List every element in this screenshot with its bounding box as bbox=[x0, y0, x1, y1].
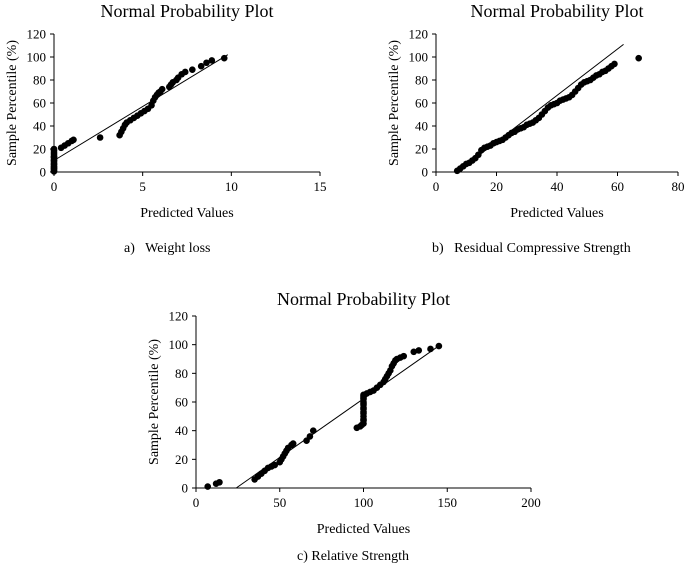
data-point bbox=[289, 440, 297, 447]
data-point bbox=[271, 461, 279, 469]
data-point bbox=[197, 62, 205, 70]
y-tick-label: 80 bbox=[415, 73, 428, 88]
y-tick-label: 100 bbox=[27, 50, 47, 65]
x-tick-label: 60 bbox=[611, 179, 624, 194]
y-tick-label: 60 bbox=[33, 96, 46, 111]
data-point bbox=[216, 478, 223, 486]
data-point bbox=[158, 85, 166, 93]
data-point bbox=[204, 483, 212, 490]
x-tick-label: 0 bbox=[51, 179, 58, 194]
x-tick-label: 40 bbox=[551, 179, 564, 194]
y-tick-label: 0 bbox=[422, 165, 429, 180]
data-point bbox=[50, 153, 58, 161]
chart-c: Normal Probability Plot 0 20 40 60 80 100 120 0 5… bbox=[147, 289, 541, 564]
data-point bbox=[400, 352, 408, 360]
data-point bbox=[306, 433, 314, 440]
data-point bbox=[635, 54, 642, 62]
y-tick-label: 120 bbox=[169, 309, 189, 324]
data-point bbox=[435, 342, 443, 350]
data-point bbox=[181, 68, 189, 76]
y-tick-label: 60 bbox=[175, 395, 188, 410]
data-point bbox=[611, 60, 618, 68]
y-axis-label: Sample Percentile (%) bbox=[5, 40, 20, 166]
y-tick-label: 0 bbox=[182, 481, 189, 496]
y-tick-label: 40 bbox=[415, 119, 428, 134]
chart-title: Normal Probability Plot bbox=[101, 1, 274, 21]
y-tick-label: 80 bbox=[33, 73, 46, 88]
figure-caption: a) Weight loss bbox=[124, 241, 211, 256]
y-tick-label: 20 bbox=[33, 142, 46, 157]
y-tick-label: 120 bbox=[27, 27, 47, 42]
x-axis-label: Predicted Values bbox=[140, 206, 233, 221]
x-tick-label: 50 bbox=[273, 495, 286, 510]
chart-b: Normal Probability Plot 0 20 40 60 80 100 120 0 2… bbox=[387, 1, 685, 256]
y-tick-label: 100 bbox=[409, 50, 429, 65]
x-tick-label: 100 bbox=[354, 495, 374, 510]
y-tick-label: 40 bbox=[175, 423, 188, 438]
data-point bbox=[203, 59, 210, 67]
y-axis-label: Sample Percentile (%) bbox=[147, 339, 162, 465]
figure-caption: b) Residual Compressive Strength bbox=[432, 241, 631, 256]
data-point bbox=[415, 347, 423, 354]
y-tick-label: 20 bbox=[175, 452, 188, 467]
data-point bbox=[96, 134, 104, 141]
y-axis-label: Sample Percentile (%) bbox=[387, 40, 402, 166]
x-axis-label: Predicted Values bbox=[510, 206, 603, 221]
y-tick-label: 0 bbox=[40, 165, 47, 180]
chart-a: Normal Probability Plot 0 20 40 60 80 100 120 0 5… bbox=[5, 1, 327, 256]
trendline bbox=[53, 54, 229, 161]
data-point bbox=[309, 427, 317, 434]
data-point bbox=[189, 66, 196, 73]
y-tick-label: 80 bbox=[175, 366, 188, 381]
x-tick-label: 150 bbox=[438, 495, 458, 510]
figure-caption: c) Relative Strength bbox=[297, 549, 409, 564]
data-point bbox=[50, 145, 58, 153]
x-tick-label: 15 bbox=[314, 179, 327, 194]
x-axis-label: Predicted Values bbox=[317, 522, 410, 537]
x-tick-label: 80 bbox=[672, 179, 685, 194]
x-tick-label: 10 bbox=[225, 179, 238, 194]
y-tick-label: 100 bbox=[169, 337, 189, 352]
data-point bbox=[70, 136, 77, 144]
y-tick-label: 40 bbox=[33, 119, 46, 134]
chart-title: Normal Probability Plot bbox=[277, 289, 450, 309]
data-point bbox=[410, 348, 418, 356]
x-tick-label: 20 bbox=[490, 179, 503, 194]
x-tick-label: 5 bbox=[139, 179, 146, 194]
data-point bbox=[427, 345, 434, 353]
chart-title: Normal Probability Plot bbox=[471, 1, 644, 21]
x-tick-label: 0 bbox=[433, 179, 440, 194]
y-tick-label: 20 bbox=[415, 142, 428, 157]
y-tick-label: 60 bbox=[415, 96, 428, 111]
x-tick-label: 200 bbox=[521, 495, 541, 510]
x-tick-label: 0 bbox=[193, 495, 200, 510]
y-tick-label: 120 bbox=[409, 27, 429, 42]
data-point bbox=[208, 57, 216, 64]
data-point bbox=[220, 54, 228, 62]
